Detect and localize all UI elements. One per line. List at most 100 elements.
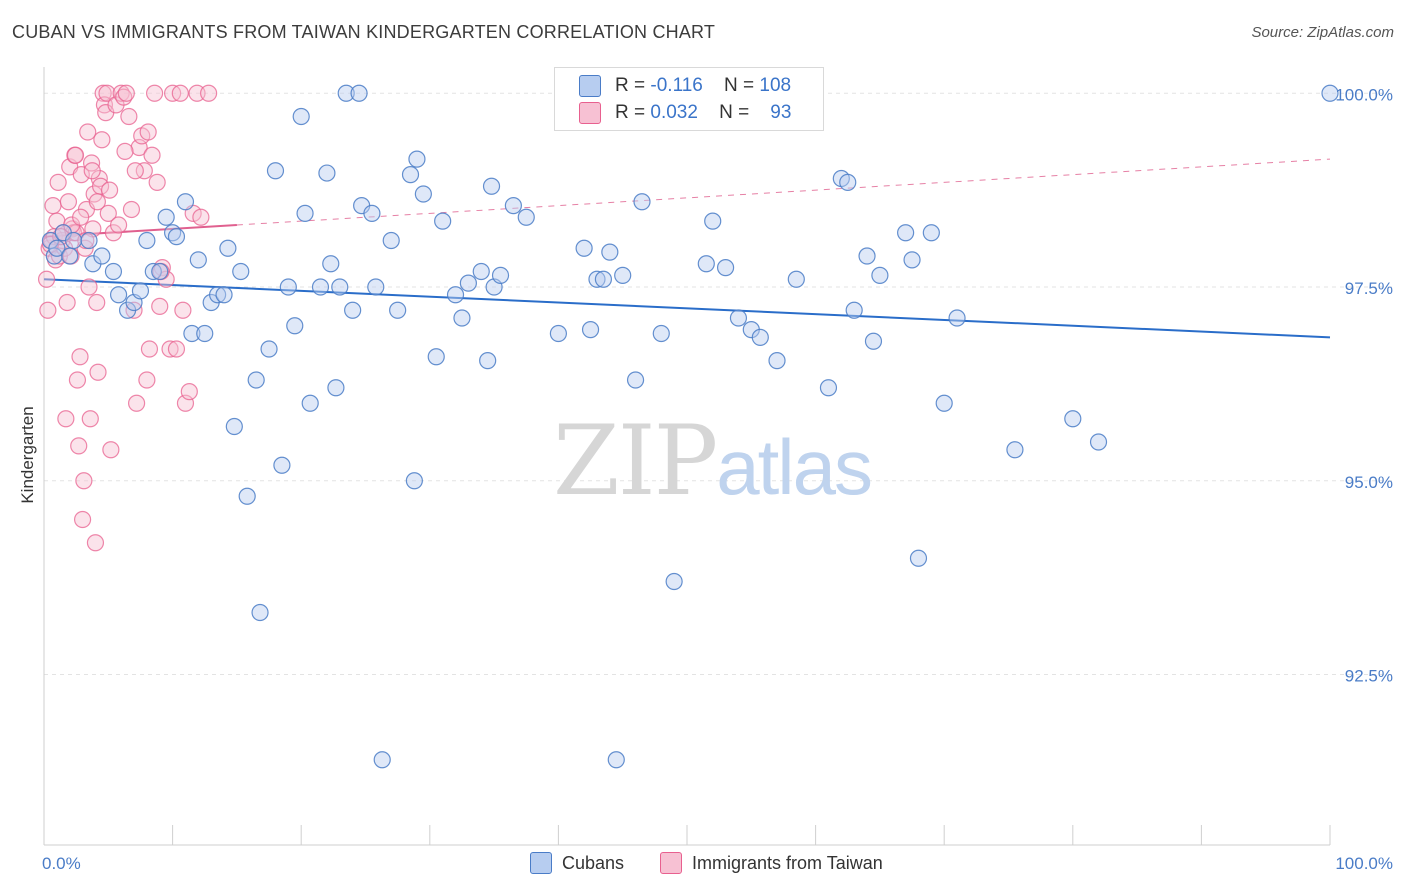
taiwan-point — [49, 173, 67, 191]
cuban-point — [238, 487, 256, 505]
cuban-point — [260, 340, 278, 358]
cuban-point — [575, 239, 593, 257]
cuban-point — [292, 107, 310, 126]
taiwan-point — [57, 410, 75, 428]
cuban-point — [427, 348, 445, 366]
cuban-point — [48, 239, 66, 257]
taiwan-point — [98, 84, 116, 102]
taiwan-point — [37, 270, 56, 288]
bottom-swatch-taiwan — [660, 852, 682, 874]
cuban-point — [344, 301, 362, 319]
legend-n-value-cubans: 108 — [759, 75, 792, 96]
taiwan-point — [145, 84, 164, 102]
taiwan-point — [58, 293, 76, 312]
cuban-point — [279, 278, 297, 296]
cuban-point — [607, 751, 625, 769]
cuban-point — [858, 247, 876, 265]
taiwan-point — [143, 146, 161, 164]
cuban-point — [446, 286, 465, 304]
taiwan-point — [200, 84, 218, 102]
taiwan-trend-line — [43, 224, 237, 238]
taiwan-points — [37, 84, 218, 552]
cuban-point — [787, 270, 805, 288]
cuban-point — [479, 352, 497, 370]
cuban-point — [247, 371, 265, 389]
bottom-swatch-cubans — [530, 852, 552, 874]
cuban-point — [845, 301, 863, 319]
axes — [43, 67, 1331, 846]
taiwan-point — [167, 340, 186, 358]
taiwan-point — [102, 441, 120, 459]
cuban-point — [337, 84, 355, 102]
cuban-point — [151, 262, 169, 281]
cuban-point — [382, 231, 400, 250]
taiwan-point — [39, 301, 57, 319]
taiwan-point — [68, 371, 87, 389]
legend-swatch-cubans — [579, 75, 601, 97]
cuban-point — [327, 379, 345, 397]
cuban-point — [697, 255, 715, 273]
cuban-point — [819, 379, 838, 397]
taiwan-point — [83, 162, 101, 180]
taiwan-point — [127, 394, 146, 412]
cuban-point — [266, 162, 285, 180]
cuban-point — [922, 224, 940, 242]
legend-n-label: N = — [723, 75, 755, 96]
taiwan-point — [120, 107, 138, 126]
y-tick-label: 100.0% — [1335, 85, 1393, 104]
legend-r-label: R = — [615, 75, 646, 96]
cuban-point — [176, 193, 195, 211]
cuban-point — [601, 243, 619, 261]
cuban-point — [626, 371, 645, 389]
cuban-point — [183, 324, 201, 343]
cuban-point — [311, 278, 330, 296]
legend-row-cubans: R = -0.116 N = 108 — [579, 73, 791, 99]
y-tick-label: 95.0% — [1345, 473, 1393, 492]
taiwan-point — [59, 193, 78, 211]
taiwan-point — [151, 297, 169, 315]
cuban-point — [322, 255, 340, 273]
watermark-zip: ZIP — [553, 405, 718, 517]
taiwan-point — [73, 510, 92, 529]
taiwan-point — [109, 216, 128, 234]
cuban-point — [296, 204, 314, 222]
correlation-legend: R = -0.116 N = 108 R = 0.032 N = 93 — [554, 67, 824, 131]
cuban-point — [209, 286, 227, 304]
taiwan-point — [75, 472, 93, 490]
taiwan-point — [72, 166, 90, 184]
taiwan-point — [71, 348, 89, 366]
cuban-point — [196, 324, 214, 343]
cuban-point — [729, 309, 748, 327]
source-label: Source: ZipAtlas.com — [1251, 24, 1394, 41]
tick-labels: 92.5% 95.0% 97.5% 100.0% 0.0% 100.0% — [42, 85, 1393, 873]
legend-r-value-taiwan: 0.032 — [650, 102, 698, 123]
taiwan-point — [139, 123, 157, 141]
cuban-point — [80, 231, 98, 250]
watermark: ZIPatlas — [553, 405, 873, 517]
cuban-point — [652, 324, 670, 343]
cuban-point — [768, 352, 786, 370]
cuban-point — [472, 262, 490, 281]
cuban-point — [367, 278, 385, 296]
cuban-point — [61, 247, 79, 265]
taiwan-point — [117, 84, 135, 102]
taiwan-point — [66, 146, 85, 164]
cuban-point — [144, 262, 162, 281]
bottom-legend-taiwan-label: Immigrants from Taiwan — [692, 852, 883, 873]
y-tick-label: 97.5% — [1345, 279, 1393, 298]
cuban-point — [225, 417, 243, 436]
cuban-point — [864, 332, 883, 350]
cuban-point — [453, 309, 471, 327]
trend-lines — [43, 158, 1331, 339]
cuban-point — [408, 150, 426, 168]
cuban-point — [614, 266, 632, 284]
cuban-point — [581, 321, 600, 339]
taiwan-point — [192, 208, 210, 226]
cuban-point — [871, 266, 889, 284]
taiwan-point — [148, 173, 166, 191]
cuban-point — [131, 282, 150, 300]
cuban-point — [434, 212, 452, 230]
legend-swatch-taiwan — [579, 102, 601, 124]
cuban-point — [504, 197, 522, 215]
cuban-point — [459, 274, 477, 292]
